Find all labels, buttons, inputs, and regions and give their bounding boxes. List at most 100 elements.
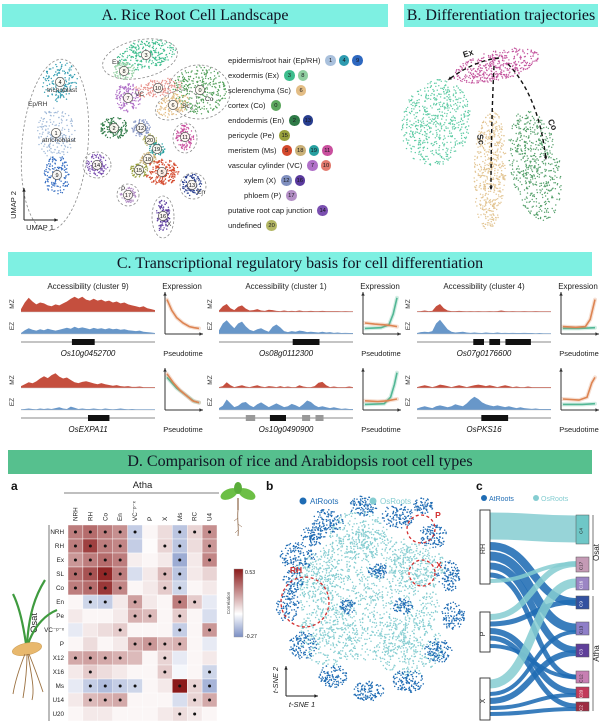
legend-label: meristem (Ms) bbox=[228, 146, 277, 155]
cluster-outline bbox=[20, 58, 90, 232]
legend-item: endodermis (En) 2 13 bbox=[228, 113, 398, 128]
ez-accessibility-track bbox=[21, 406, 155, 410]
significance-dot bbox=[88, 670, 92, 674]
cluster-number-badge: 5 bbox=[281, 145, 293, 156]
green-expression-curve bbox=[563, 326, 596, 330]
significance-dot bbox=[163, 656, 167, 660]
heatmap-cell bbox=[112, 636, 128, 652]
cluster-badge: 14 bbox=[92, 160, 102, 170]
tsne-axes: t-SNE 1t-SNE 2 bbox=[271, 666, 318, 709]
cluster-number-badge: 15 bbox=[279, 130, 290, 141]
legend-label: epidermis/root hair (Ep/RH) bbox=[228, 56, 321, 65]
svg-text:VC: VC bbox=[135, 91, 144, 98]
gene-model-exon bbox=[292, 339, 320, 345]
significance-dot bbox=[103, 586, 107, 590]
svg-text:4: 4 bbox=[58, 80, 61, 86]
significance-dot bbox=[73, 558, 77, 562]
cluster-number-badge: 13 bbox=[302, 115, 314, 126]
sankey-right-node-C17 bbox=[575, 556, 590, 573]
significance-dot bbox=[88, 572, 92, 576]
heatmap-cell bbox=[172, 664, 188, 680]
sankey-right-node-C12 bbox=[575, 670, 590, 684]
legend-item: meristem (Ms) 5 18 19 11 bbox=[228, 143, 398, 158]
cluster-number-badge: 3 bbox=[284, 70, 295, 81]
sankey-flow bbox=[489, 693, 577, 710]
cluster-number-badge: 14 bbox=[317, 205, 328, 216]
scatter-cluster bbox=[441, 601, 466, 630]
sankey-right-node-C16 bbox=[575, 576, 590, 591]
heatmap-cell bbox=[67, 692, 84, 708]
cluster-badge: 10 bbox=[153, 83, 163, 93]
heatmap-cell bbox=[112, 664, 128, 680]
significance-dot bbox=[133, 684, 137, 688]
legend-label: xylem (X) bbox=[244, 176, 277, 185]
gene-model-exon bbox=[269, 415, 286, 421]
sankey-flow bbox=[489, 599, 577, 627]
significance-dot bbox=[178, 600, 182, 604]
cluster-badge: 12 bbox=[136, 123, 146, 133]
panel-c-header: C. Transcriptional regulatory basis for … bbox=[8, 252, 592, 276]
cluster-number-badge: 6 bbox=[295, 85, 307, 96]
heatmap-cell bbox=[186, 538, 203, 554]
tsne-legend: AtRoots OsRoots bbox=[299, 497, 411, 506]
gene-model-exon bbox=[88, 415, 110, 421]
rice-plant-icon bbox=[12, 579, 58, 701]
significance-dot bbox=[103, 684, 107, 688]
heatmap-cell bbox=[157, 524, 173, 540]
orange-expression-curve bbox=[166, 299, 200, 330]
heatmap-cell bbox=[186, 566, 203, 582]
cluster-outline bbox=[167, 64, 231, 120]
scatter-cluster bbox=[275, 589, 300, 622]
significance-dot bbox=[178, 530, 182, 534]
significance-dot bbox=[103, 572, 107, 576]
heatmap-cell bbox=[67, 608, 84, 624]
mz-accessibility-track bbox=[417, 304, 551, 312]
significance-dot bbox=[118, 544, 122, 548]
significance-dot bbox=[148, 642, 152, 646]
significance-dot bbox=[88, 586, 92, 590]
significance-dot bbox=[88, 558, 92, 562]
svg-text:trichoblast: trichoblast bbox=[47, 87, 77, 94]
sankey-flow bbox=[489, 630, 577, 696]
heatmap-cell bbox=[67, 706, 84, 721]
heatmap-cell bbox=[97, 636, 113, 652]
heatmap-cell bbox=[157, 552, 173, 568]
significance-dot bbox=[178, 558, 182, 562]
significance-dot bbox=[118, 558, 122, 562]
cluster-number-badge: 1 bbox=[325, 55, 336, 66]
panel-b-header: B. Differentiation trajectories bbox=[404, 4, 598, 27]
svg-text:6: 6 bbox=[171, 103, 174, 109]
cluster-number-badge: 10 bbox=[320, 160, 332, 171]
cluster-number-badge: 12 bbox=[281, 175, 292, 186]
svg-text:Ex: Ex bbox=[112, 59, 120, 66]
svg-text:10: 10 bbox=[155, 86, 161, 92]
heatmap-cell bbox=[82, 622, 99, 638]
heatmap-cell bbox=[112, 594, 128, 610]
scatter-cluster bbox=[318, 665, 348, 689]
sankey-left-node-P bbox=[479, 611, 491, 653]
significance-dot bbox=[148, 614, 152, 618]
legend-label: putative root cap junction bbox=[228, 206, 313, 215]
cluster-number-badge: 16 bbox=[294, 175, 306, 186]
cluster-outline bbox=[116, 183, 140, 207]
heatmap-cell bbox=[82, 636, 99, 652]
scatter-cluster bbox=[37, 107, 76, 159]
svg-text:8: 8 bbox=[122, 69, 125, 75]
scatter-cluster bbox=[392, 670, 425, 693]
heatmap-cell bbox=[67, 636, 84, 652]
svg-text:5: 5 bbox=[160, 170, 163, 176]
scatter-cluster bbox=[390, 543, 447, 588]
colorbar bbox=[233, 568, 244, 638]
significance-dot bbox=[208, 628, 212, 632]
panel-d-title: D. Comparison of rice and Arabidopsis ro… bbox=[127, 453, 473, 470]
cluster-number-badge: 9 bbox=[352, 55, 363, 66]
significance-dot bbox=[103, 698, 107, 702]
green-expression-curve bbox=[563, 402, 596, 406]
svg-text:13: 13 bbox=[189, 183, 195, 189]
legend-item: epidermis/root hair (Ep/RH) 1 4 9 bbox=[228, 53, 398, 68]
cluster-badge: 8 bbox=[119, 66, 129, 76]
svg-text:P: P bbox=[121, 186, 126, 193]
